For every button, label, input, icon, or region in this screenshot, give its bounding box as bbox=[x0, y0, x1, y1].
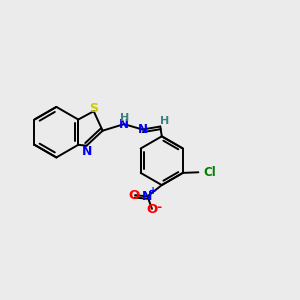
Text: H: H bbox=[120, 113, 129, 123]
Text: O: O bbox=[129, 189, 140, 202]
Text: N: N bbox=[81, 145, 92, 158]
Text: S: S bbox=[89, 102, 98, 115]
Text: N: N bbox=[142, 190, 153, 203]
Text: N: N bbox=[119, 118, 129, 130]
Text: -: - bbox=[156, 201, 161, 214]
Text: H: H bbox=[160, 116, 169, 126]
Text: Cl: Cl bbox=[204, 166, 216, 179]
Text: O: O bbox=[146, 203, 158, 216]
Text: N: N bbox=[137, 123, 148, 136]
Text: +: + bbox=[149, 186, 157, 196]
